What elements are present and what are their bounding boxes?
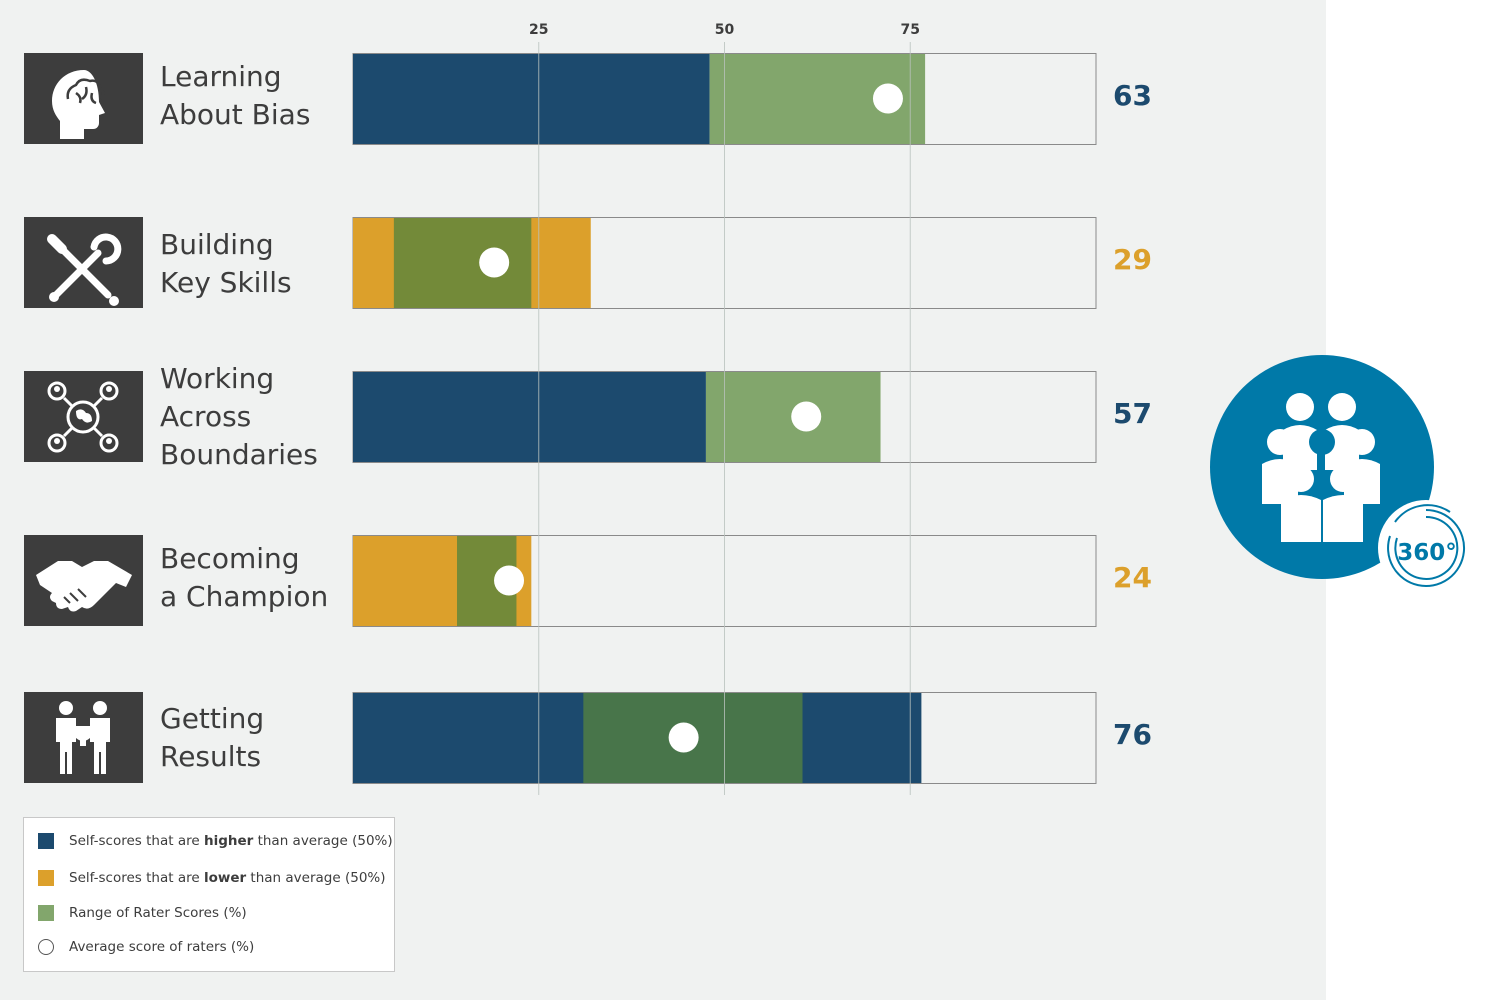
- score-value: 29: [1113, 242, 1152, 276]
- svg-text:360°: 360°: [1397, 540, 1457, 566]
- legend-circle-swatch: [38, 939, 54, 955]
- category-label-line: a Champion: [160, 580, 329, 613]
- legend: Self-scores that are higher than average…: [23, 817, 395, 972]
- network-globe-icon: [47, 381, 119, 453]
- legend-swatch: [38, 870, 54, 886]
- category-icon-box: [24, 692, 143, 783]
- category-label-line: Becoming: [160, 542, 300, 575]
- category-label-line: Boundaries: [160, 438, 318, 471]
- rater-average-dot: [479, 247, 510, 278]
- legend-swatch: [38, 833, 54, 849]
- 360-people-icon: 360°: [1210, 355, 1474, 596]
- category-label: Building Key Skills: [160, 226, 350, 302]
- category-icon-box: [24, 535, 143, 626]
- tools-icon: [47, 233, 122, 306]
- rater-range-bar: [393, 218, 532, 308]
- category-label-line: Key Skills: [160, 266, 292, 299]
- handshake-icon: [36, 561, 132, 612]
- category-label: Learning About Bias: [160, 58, 350, 134]
- category-icon-box: [24, 53, 143, 144]
- score-value: 24: [1113, 560, 1152, 594]
- legend-text: Self-scores that are lower than average …: [69, 870, 386, 886]
- category-label: Working Across Boundaries: [160, 360, 350, 474]
- rater-average-dot: [872, 83, 903, 114]
- category-label-line: Working: [160, 362, 275, 395]
- category-icon-box: [24, 371, 143, 462]
- x-tick-label: 25: [529, 22, 548, 38]
- self-score-bar: [353, 372, 706, 462]
- rater-average-dot: [791, 401, 822, 432]
- category-label: Getting Results: [160, 700, 350, 776]
- legend-text: Self-scores that are higher than average…: [69, 833, 393, 849]
- category-label-line: Results: [160, 740, 262, 773]
- legend-item: Range of Rater Scores (%): [38, 903, 247, 923]
- self-score-bar: [353, 54, 710, 144]
- category-label-line: Learning: [160, 60, 282, 93]
- score-value: 63: [1113, 78, 1152, 112]
- category-icon-box: [24, 217, 143, 308]
- x-tick-label: 50: [715, 22, 735, 38]
- rater-average-dot: [668, 722, 699, 753]
- category-label-line: Getting: [160, 702, 265, 735]
- score-value: 57: [1113, 396, 1152, 430]
- legend-item: Self-scores that are higher than average…: [38, 831, 393, 851]
- range-bar-chart: 25 50 75: [352, 22, 1097, 795]
- legend-item: Self-scores that are lower than average …: [38, 868, 386, 888]
- category-label: Becoming a Champion: [160, 540, 350, 616]
- legend-item: Average score of raters (%): [38, 937, 254, 957]
- category-label-line: About Bias: [160, 98, 311, 131]
- legend-text: Average score of raters (%): [69, 939, 255, 955]
- score-value: 76: [1113, 717, 1152, 751]
- brain-head-icon: [52, 70, 105, 139]
- x-tick-label: 75: [901, 22, 920, 38]
- category-label-line: Across: [160, 400, 252, 433]
- legend-text: Range of Rater Scores (%): [69, 905, 247, 921]
- rater-average-dot: [494, 565, 525, 596]
- 360-badge: 360°: [1205, 350, 1475, 615]
- legend-swatch: [38, 905, 54, 921]
- trophy-team-icon: [56, 701, 110, 774]
- category-label-line: Building: [160, 228, 274, 261]
